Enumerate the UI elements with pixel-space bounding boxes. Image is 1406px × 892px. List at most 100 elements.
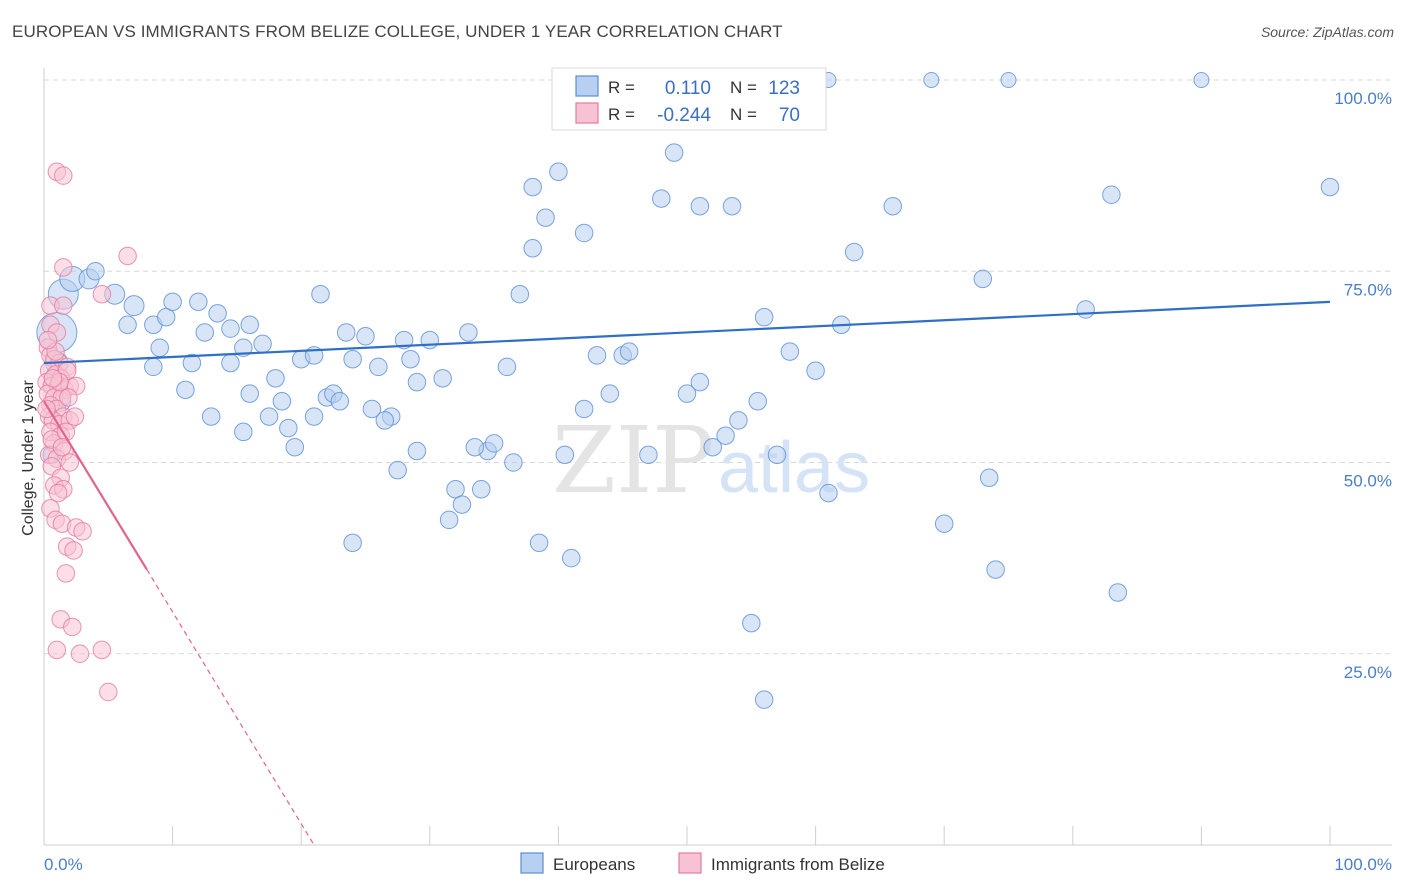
europeans-point — [729, 411, 748, 430]
europeans-point — [722, 196, 742, 216]
europeans-point — [497, 357, 517, 377]
europeans-point — [1000, 72, 1017, 88]
europeans-point — [562, 548, 581, 568]
europeans-point — [240, 315, 260, 335]
europeans-point — [240, 384, 260, 403]
europeans-point — [388, 460, 407, 480]
europeans-point — [510, 284, 530, 304]
europeans-point — [923, 72, 940, 88]
y-axis-title: College, Under 1 year — [20, 380, 37, 536]
europeans-point — [118, 315, 137, 335]
europeans-point — [420, 330, 440, 350]
europeans-point — [549, 162, 568, 182]
belize-points — [37, 162, 137, 702]
belize-point — [65, 407, 85, 426]
europeans-point — [407, 372, 427, 392]
europeans-point — [664, 143, 684, 162]
europeans-point — [1193, 72, 1210, 88]
belize-point — [56, 564, 76, 583]
belize-point — [64, 541, 83, 560]
europeans-point — [1108, 583, 1128, 602]
europeans-point — [330, 392, 350, 411]
europeans-point — [652, 189, 671, 208]
europeans-point — [452, 495, 472, 514]
belize-point — [54, 166, 73, 185]
europeans-point — [163, 292, 182, 312]
belize-trend-extension — [146, 569, 315, 846]
y-tick-labels: 100.0% 75.0% 50.0% 25.0% — [1334, 89, 1392, 682]
europeans-point — [529, 533, 549, 553]
europeans-point — [123, 295, 145, 317]
europeans-point — [471, 480, 491, 499]
belize-legend-label: Immigrants from Belize — [711, 855, 885, 874]
europeans-point — [259, 407, 279, 426]
europeans-r-value: 0.110 — [665, 78, 711, 99]
europeans-point — [176, 380, 195, 400]
stats-legend: R = 0.110 N = 123 R = -0.244 N = 70 — [551, 67, 827, 131]
chart-source: Source: ZipAtlas.com — [1260, 24, 1394, 40]
belize-r-label: R = — [608, 105, 635, 124]
belize-point — [52, 437, 72, 457]
europeans-point — [690, 196, 710, 216]
europeans-point — [986, 560, 1005, 579]
belize-point — [63, 617, 82, 637]
europeans-point — [401, 349, 420, 369]
europeans-point — [504, 453, 523, 472]
y-tick-label: 25.0% — [1344, 663, 1392, 682]
europeans-point — [574, 399, 594, 419]
watermark-atlas: atlas — [718, 428, 870, 508]
europeans-point — [362, 399, 382, 419]
europeans-point — [979, 468, 999, 488]
belize-point — [92, 640, 112, 660]
europeans-r-label: R = — [608, 78, 635, 97]
europeans-point — [279, 418, 298, 438]
europeans-point — [973, 269, 993, 289]
europeans-point — [754, 690, 774, 709]
europeans-point — [523, 239, 542, 258]
europeans-point — [619, 342, 639, 361]
belize-trend-line — [43, 400, 148, 571]
europeans-point — [844, 242, 864, 262]
europeans-point — [536, 208, 555, 227]
europeans-point — [819, 483, 838, 503]
belize-swatch — [575, 102, 599, 124]
belize-point — [118, 246, 137, 266]
chart-title: EUROPEAN VS IMMIGRANTS FROM BELIZE COLLE… — [12, 22, 783, 41]
europeans-point — [639, 445, 658, 465]
europeans-point — [767, 445, 787, 465]
belize-r-value: -0.244 — [657, 105, 711, 126]
europeans-point — [150, 338, 169, 357]
europeans-point — [369, 357, 388, 377]
europeans-n-label: N = — [730, 78, 757, 97]
x-ticks — [172, 826, 1331, 845]
europeans-point — [439, 510, 459, 530]
y-tick-label: 50.0% — [1344, 472, 1392, 491]
belize-point — [60, 453, 79, 472]
belize-point — [54, 258, 73, 277]
x-tick-label-min: 0.0% — [44, 855, 83, 874]
belize-point — [48, 483, 68, 503]
europeans-point — [253, 334, 272, 354]
europeans-point — [459, 323, 478, 342]
europeans-point — [343, 533, 362, 553]
europeans-point — [555, 445, 575, 465]
europeans-point — [703, 437, 722, 457]
belize-point — [70, 644, 90, 663]
europeans-point — [574, 223, 594, 243]
europeans-point — [934, 514, 954, 533]
europeans-point — [304, 407, 324, 426]
europeans-swatch — [575, 75, 599, 97]
belize-n-value: 70 — [779, 105, 800, 126]
belize-point — [43, 369, 63, 388]
europeans-point — [394, 330, 414, 350]
europeans-point — [86, 262, 105, 281]
europeans-point — [1320, 177, 1340, 197]
europeans-point — [806, 361, 825, 380]
europeans-point — [311, 284, 330, 304]
europeans-point — [336, 323, 356, 342]
europeans-point — [677, 384, 697, 403]
europeans-point — [272, 392, 292, 411]
belize-point — [73, 522, 92, 541]
grid-lines — [44, 79, 1392, 655]
europeans-point — [690, 372, 710, 392]
